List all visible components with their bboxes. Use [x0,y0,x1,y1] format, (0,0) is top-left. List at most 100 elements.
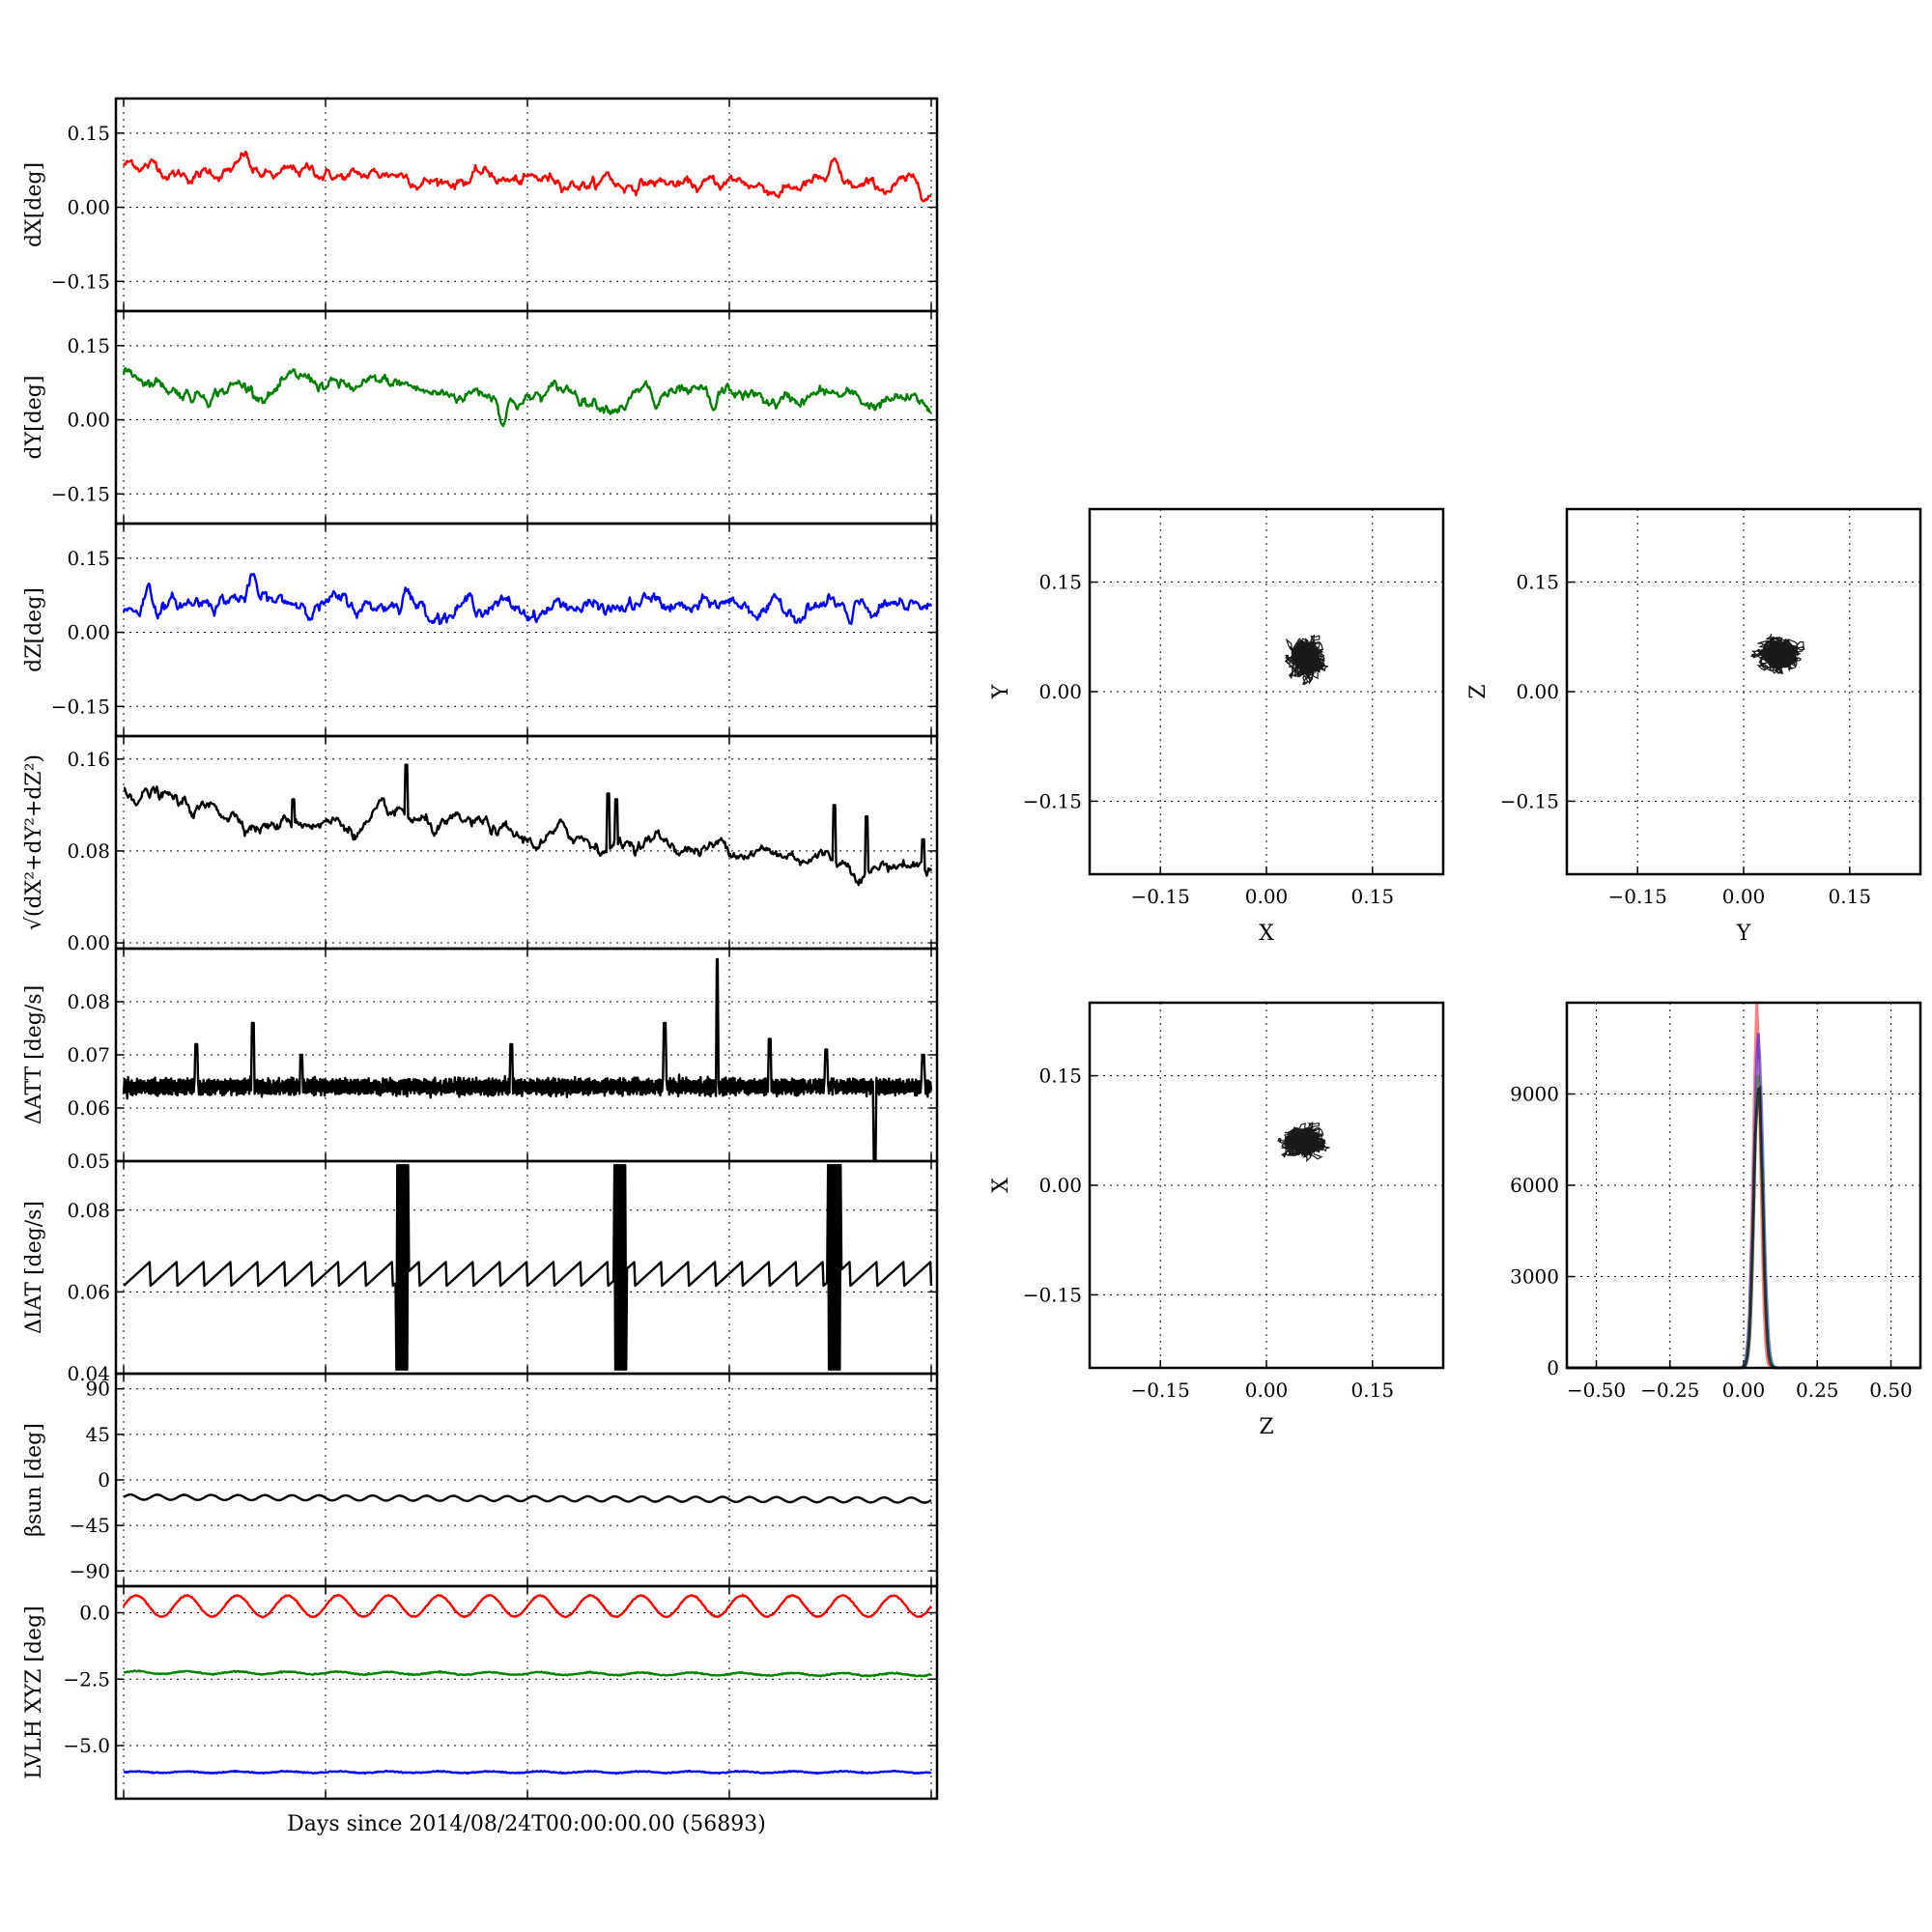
dy-ytick-label-0: 0.15 [67,334,110,357]
hist-xtick-label-2: 0.00 [1722,1378,1766,1402]
zx-xtick-label-0: −0.15 [1131,1378,1190,1402]
yz-xtick-label-2: 0.15 [1829,885,1872,908]
xy-ytick-label-2: 0.15 [1038,571,1082,594]
zx-xtick-label-1: 0.00 [1245,1378,1289,1402]
yz-panel: −0.15 −0.15 0.00 0.00 0.15 0.15 Y Z [1466,507,1922,946]
dy-ylabel: dY[deg] [22,376,46,460]
hist-ytick-label-2: 6000 [1510,1174,1559,1197]
hist-panel: −0.50 −0.25 0.00 0.25 0.50 0 3000 6000 9000 [1510,1001,1922,1402]
xy-xtick-label-0: −0.15 [1131,885,1190,908]
time-axis-label: Days since 2014/08/24T00:00:00.00 (56893… [287,1812,766,1836]
yz-ytick-label-0: −0.15 [1500,789,1559,812]
yz-points [1750,633,1805,674]
dz-ytick-label-0: 0.15 [67,547,110,570]
dx-ytick-label-2: −0.15 [51,270,110,293]
dx-series-0 [122,150,932,203]
yz-frame [1565,507,1922,876]
diat-ylabel: ΔIAT [deg/s] [22,1201,46,1334]
beta-ytick-label-1: 45 [86,1423,110,1446]
dz-ylabel: dZ[deg] [22,587,46,672]
zx-panel: −0.15 −0.15 0.00 0.00 0.15 0.15 Z X [989,1001,1445,1439]
yz-ytick-label-1: 0.00 [1516,680,1559,703]
zx-ytick-label-2: 0.15 [1038,1065,1082,1088]
diat-ytick-label-2: 0.04 [67,1362,110,1385]
hist-xtick-label-1: −0.25 [1640,1378,1699,1402]
datt-ylabel: ΔATT [deg/s] [22,985,46,1124]
zx-xlabel: Z [1259,1415,1273,1439]
datt-panel: 0.08 0.07 0.06 0.05 ΔATT [deg/s] [22,947,939,1173]
dy-ytick-label-1: 0.00 [67,409,110,432]
hist-frame [1565,1001,1922,1370]
hist-xtick-label-0: −0.50 [1567,1378,1626,1402]
zx-ytick-label-0: −0.15 [1023,1283,1082,1306]
xy-frame [1088,507,1445,876]
hist-ytick-label-1: 3000 [1510,1265,1559,1289]
dx-frame [114,97,939,313]
dy-series-0 [122,366,932,428]
diat-panel: 0.08 0.06 0.04 ΔIAT [deg/s] [22,1159,939,1385]
beta-ytick-label-0: 90 [86,1378,110,1401]
yz-ylabel: Z [1466,684,1491,698]
hist-ytick-label-0: 0 [1547,1356,1559,1379]
xy-xlabel: X [1259,922,1274,946]
dx-ytick-label-0: 0.15 [67,122,110,145]
panels: 0.150.00−0.15dX[deg]0.150.00−0.15dY[deg]… [22,97,1922,1801]
lvlh-ytick-label-1: −2.5 [63,1667,110,1690]
mag-ytick-label-1: 0.08 [67,839,110,863]
hist-series-3 [1567,1085,1920,1370]
datt-ytick-label-1: 0.07 [67,1043,110,1066]
mag-panel: 0.16 0.08 0.00 √(dX²+dY²+dZ²) [22,734,939,954]
xy-points [1283,634,1328,686]
diat-ytick-label-1: 0.06 [67,1280,110,1303]
yz-xlabel: Y [1736,922,1751,946]
dy-ytick-label-2: −0.15 [51,482,110,505]
beta-ytick-label-2: 0 [98,1468,110,1492]
beta-ytick-label-4: −90 [70,1559,110,1582]
datt-series-0 [122,957,933,1163]
mag-ytick-label-2: 0.00 [67,931,110,954]
lvlh-frame [114,1584,939,1801]
yz-xtick-label-0: −0.15 [1608,885,1667,908]
xy-ylabel: Y [989,684,1013,699]
dz-ytick-label-2: −0.15 [51,695,110,718]
beta-ytick-label-3: −45 [70,1514,110,1537]
dx-ylabel: dX[deg] [22,162,46,247]
lvlh-ylabel: LVLH XYZ [deg] [22,1605,46,1779]
xy-xtick-label-1: 0.00 [1245,885,1289,908]
mag-ylabel: √(dX²+dY²+dZ²) [22,754,46,930]
xy-ytick-label-0: −0.15 [1023,789,1082,812]
lvlh-ytick-label-0: 0.0 [79,1602,110,1625]
zx-xtick-label-2: 0.15 [1351,1378,1395,1402]
zx-frame [1088,1001,1445,1370]
yz-ytick-label-2: 0.15 [1516,571,1559,594]
mag-ytick-label-0: 0.16 [67,748,110,771]
hist-xtick-label-4: 0.50 [1869,1378,1913,1402]
lvlh-panel: 0.0 −2.5 −5.0 LVLH XYZ [deg] [22,1584,939,1801]
dz-series-0 [122,572,932,626]
hist-xtick-label-3: 0.25 [1796,1378,1839,1402]
lvlh-ytick-label-2: −5.0 [63,1734,110,1757]
dx-ytick-label-1: 0.00 [67,196,110,219]
dz-frame [114,522,939,738]
datt-ytick-label-2: 0.06 [67,1096,110,1120]
lvlh-series-1 [123,1669,932,1678]
xy-xtick-label-2: 0.15 [1351,885,1395,908]
xy-panel: −0.15 −0.15 0.00 0.00 0.15 0.15 X Y [989,507,1445,946]
yz-xtick-label-1: 0.00 [1722,885,1766,908]
diat-ytick-label-0: 0.08 [67,1199,110,1222]
zx-ylabel: X [989,1178,1013,1193]
lvlh-series-0 [122,1593,932,1619]
dy-frame [114,309,939,526]
datt-ytick-label-0: 0.08 [67,990,110,1013]
xy-ytick-label-1: 0.00 [1038,680,1082,703]
zx-ytick-label-1: 0.00 [1038,1174,1082,1197]
beta-panel: 90 45 0 −45 −90 βsun [deg] [22,1372,939,1588]
dz-ytick-label-1: 0.00 [67,621,110,644]
beta-ylabel: βsun [deg] [22,1423,46,1537]
mag-series-0 [123,763,933,887]
datt-ytick-label-3: 0.05 [67,1150,110,1173]
